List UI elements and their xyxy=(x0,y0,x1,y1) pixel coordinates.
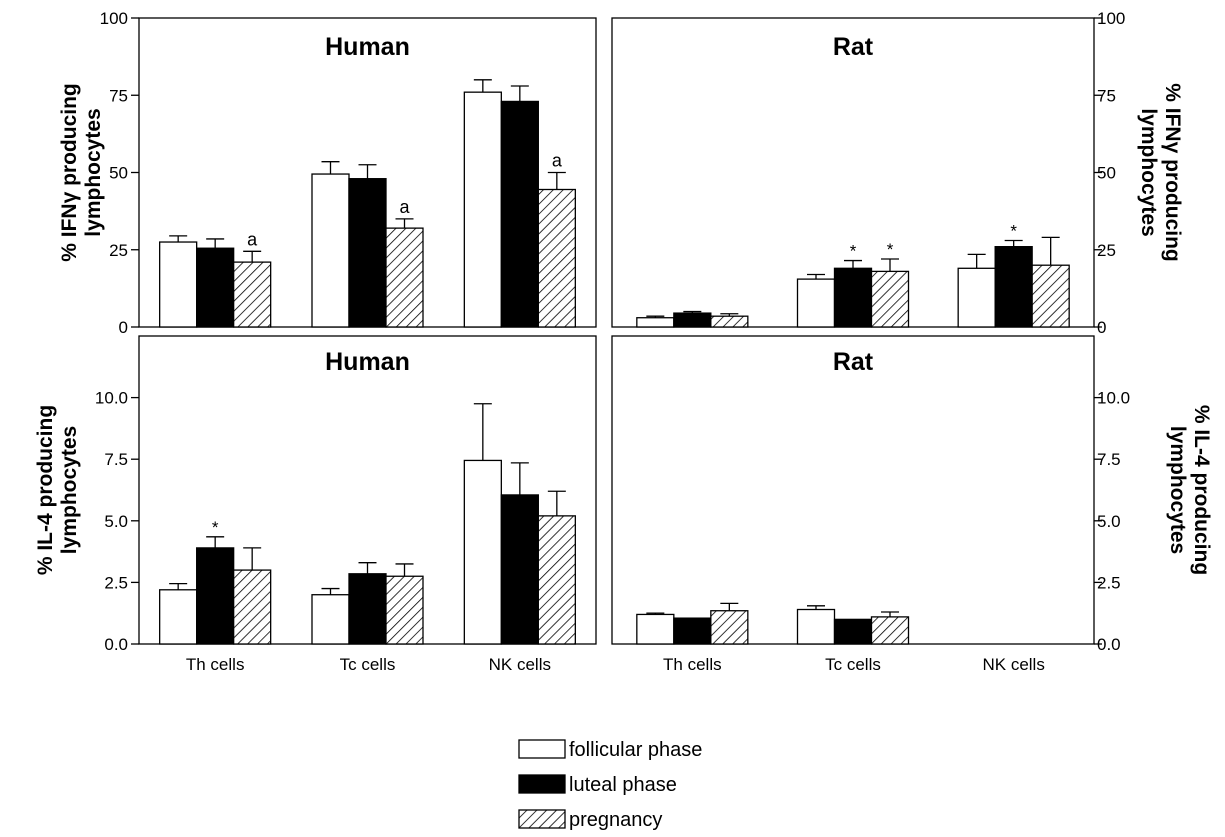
bar-pregnancy xyxy=(385,575,424,645)
chart-panel-4: Rat 0.0 2.5 5.0 7.5 10.0 % IL-4 producinglymph… xyxy=(611,335,1213,674)
y-tick-label: 100 xyxy=(100,9,128,28)
legend-label: luteal phase xyxy=(569,774,677,796)
bar-pregnancy xyxy=(385,227,424,328)
bar-luteal-phase xyxy=(833,618,873,645)
y-axis-label-line: lymphocytes xyxy=(58,426,81,554)
y-tick-label: 2.5 xyxy=(104,573,128,592)
significance-marker: * xyxy=(1010,221,1017,240)
bar-pregnancy xyxy=(233,261,272,328)
legend-swatch xyxy=(518,739,566,759)
y-tick-label: 25 xyxy=(109,241,128,260)
y-tick-label: 5.0 xyxy=(104,512,128,531)
bar-luteal-phase xyxy=(994,246,1033,328)
legend-item: follicular phase xyxy=(518,739,702,761)
plot-frame xyxy=(611,335,1095,645)
bar-luteal-phase xyxy=(500,100,539,328)
panel-title: Human xyxy=(325,348,410,376)
bar-pregnancy xyxy=(710,315,749,328)
bar-follicular-phase xyxy=(957,267,996,328)
panel-title: Rat xyxy=(833,33,874,61)
category-label: NK cells xyxy=(489,655,551,674)
y-axis-label: % IFNγ producinglymphocytes xyxy=(1137,83,1184,262)
legend-swatch xyxy=(518,774,566,794)
y-tick-label: 50 xyxy=(1097,164,1116,183)
significance-marker: a xyxy=(399,197,410,217)
bar-follicular-phase xyxy=(463,91,502,328)
category-label: Th cells xyxy=(186,655,245,674)
bar-luteal-phase xyxy=(673,617,712,645)
bar-follicular-phase xyxy=(796,608,836,645)
bar-luteal-phase xyxy=(196,247,235,328)
y-tick-label: 0.0 xyxy=(104,635,128,654)
y-axis-label-line: % IL-4 producing xyxy=(1190,405,1213,575)
bar-follicular-phase xyxy=(463,459,502,645)
y-tick-label: 75 xyxy=(1097,86,1116,105)
chart-panel-1: Human 0 25 50 75 100 % IFNγ producinglymphocyt… xyxy=(58,9,597,337)
y-tick-label: 25 xyxy=(1097,241,1116,260)
category-label: NK cells xyxy=(982,655,1044,674)
bar-luteal-phase xyxy=(348,573,387,645)
bar-follicular-phase xyxy=(311,594,350,645)
y-tick-label: 0.0 xyxy=(1097,635,1121,654)
y-axis-label-line: % IFNγ producing xyxy=(58,83,81,262)
significance-marker: * xyxy=(212,518,219,537)
panel-title: Human xyxy=(325,33,410,61)
bar-pregnancy xyxy=(537,188,576,328)
chart-panel-3: Human 0.0 2.5 5.0 7.5 10.0 % IL-4 producinglym… xyxy=(34,335,597,674)
significance-marker: a xyxy=(552,151,563,171)
bar-luteal-phase xyxy=(348,178,387,328)
bar-luteal-phase xyxy=(833,267,873,328)
y-tick-label: 100 xyxy=(1097,9,1125,28)
bar-pregnancy xyxy=(870,270,910,328)
y-tick-label: 10.0 xyxy=(95,389,128,408)
bar-follicular-phase xyxy=(311,173,350,328)
legend-label: pregnancy xyxy=(569,809,662,831)
y-tick-label: 0 xyxy=(119,318,128,337)
y-axis-label-line: lymphocytes xyxy=(82,108,105,236)
y-axis-label: % IFNγ producinglymphocytes xyxy=(58,83,105,262)
y-axis-label: % IL-4 producinglymphocytes xyxy=(1166,405,1213,575)
bar-pregnancy xyxy=(233,569,272,645)
y-tick-label: 50 xyxy=(109,164,128,183)
y-tick-label: 10.0 xyxy=(1097,389,1130,408)
significance-marker: a xyxy=(247,229,258,249)
bar-follicular-phase xyxy=(636,317,675,328)
chart-panel-2: Rat 0 25 50 75 100 % IFNγ producinglymphocytes… xyxy=(611,9,1184,337)
legend-item: luteal phase xyxy=(518,774,677,796)
y-tick-label: 5.0 xyxy=(1097,512,1121,531)
y-axis-label-line: % IL-4 producing xyxy=(34,405,57,575)
y-tick-label: 75 xyxy=(109,86,128,105)
bar-follicular-phase xyxy=(796,278,836,328)
bar-luteal-phase xyxy=(500,494,539,645)
bar-pregnancy xyxy=(870,616,910,645)
category-label: Tc cells xyxy=(340,655,396,674)
y-tick-label: 7.5 xyxy=(1097,450,1121,469)
bar-follicular-phase xyxy=(159,589,198,645)
y-axis-label-line: lymphocytes xyxy=(1166,426,1189,554)
category-label: Th cells xyxy=(663,655,722,674)
y-axis-label-line: lymphocytes xyxy=(1137,108,1160,236)
bar-luteal-phase xyxy=(673,312,712,328)
legend-item: pregnancy xyxy=(518,809,662,831)
y-tick-label: 2.5 xyxy=(1097,573,1121,592)
y-axis-label: % IL-4 producinglymphocytes xyxy=(34,405,81,575)
bar-follicular-phase xyxy=(159,241,198,328)
bar-luteal-phase xyxy=(196,547,235,645)
bar-pregnancy xyxy=(1031,264,1070,328)
panel-title: Rat xyxy=(833,348,874,376)
y-axis-label-line: % IFNγ producing xyxy=(1161,83,1184,262)
legend-swatch xyxy=(518,809,566,829)
bar-pregnancy xyxy=(537,515,576,645)
legend: follicular phase luteal phase pregnancy xyxy=(518,739,702,831)
significance-marker: * xyxy=(887,240,894,259)
y-tick-label: 7.5 xyxy=(104,450,128,469)
y-tick-label: 0 xyxy=(1097,318,1106,337)
significance-marker: * xyxy=(850,242,857,261)
legend-label: follicular phase xyxy=(569,739,702,761)
bar-pregnancy xyxy=(710,610,749,645)
bar-follicular-phase xyxy=(636,613,675,645)
category-label: Tc cells xyxy=(825,655,881,674)
